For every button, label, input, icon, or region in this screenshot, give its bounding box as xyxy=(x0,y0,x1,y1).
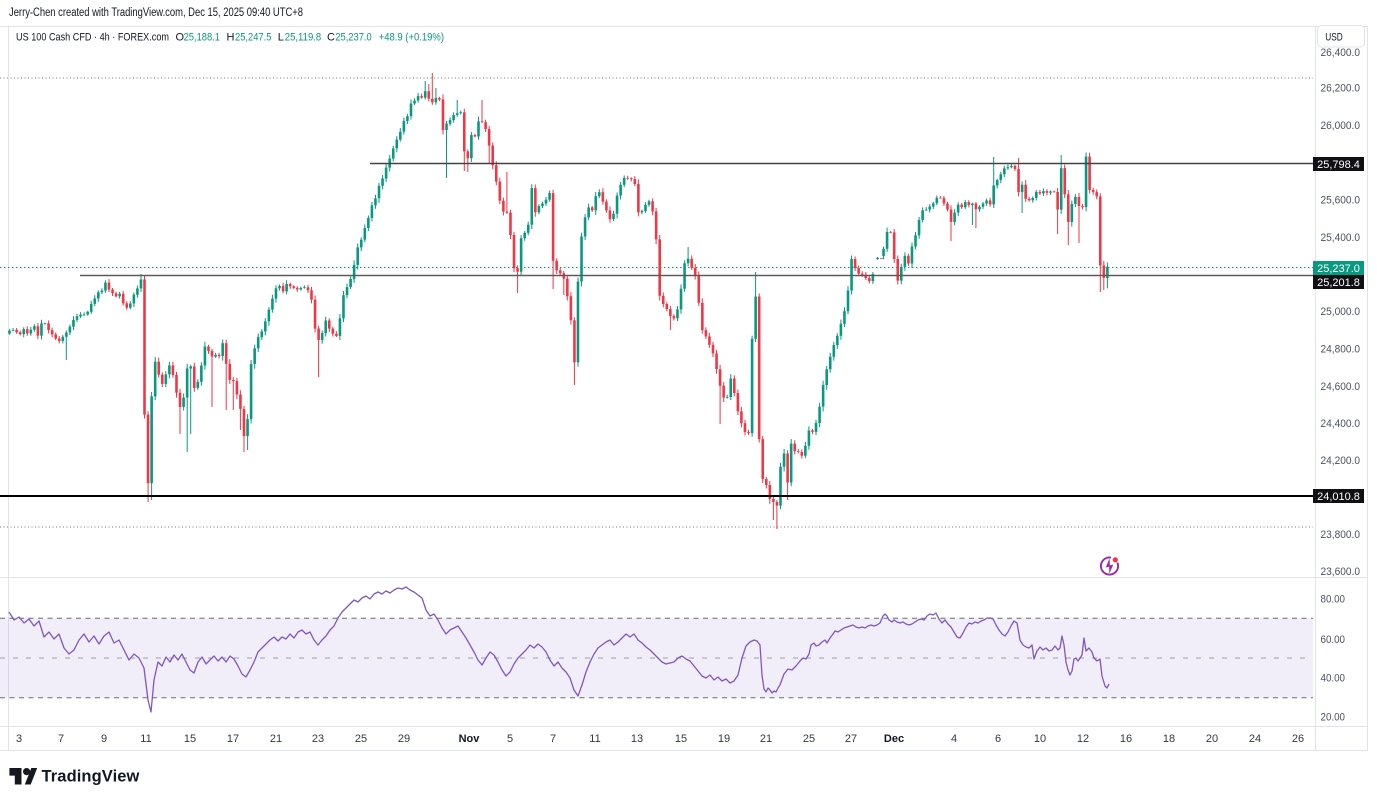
svg-text:13: 13 xyxy=(631,733,643,745)
svg-text:USD: USD xyxy=(1325,32,1343,44)
svg-text:17: 17 xyxy=(227,733,239,745)
svg-text:Dec: Dec xyxy=(884,733,904,745)
svg-text:26: 26 xyxy=(1292,733,1304,745)
svg-text:11: 11 xyxy=(589,733,600,745)
svg-text:27: 27 xyxy=(845,733,857,745)
svg-text:23: 23 xyxy=(312,733,324,745)
svg-text:25: 25 xyxy=(803,733,815,745)
svg-text:15: 15 xyxy=(675,733,687,745)
svg-text:25,237.0: 25,237.0 xyxy=(1317,263,1360,275)
svg-text:25,600.0: 25,600.0 xyxy=(1321,195,1361,207)
svg-text:Jerry-Chen created with Tradin: Jerry-Chen created with TradingView.com,… xyxy=(9,7,303,19)
svg-text:20: 20 xyxy=(1206,733,1218,745)
svg-text:23,800.0: 23,800.0 xyxy=(1321,529,1361,541)
svg-text:3: 3 xyxy=(16,733,22,745)
svg-text:29: 29 xyxy=(398,733,410,745)
svg-text:7: 7 xyxy=(550,733,556,745)
svg-text:40.00: 40.00 xyxy=(1321,672,1346,684)
svg-text:9: 9 xyxy=(101,733,107,745)
svg-text:5: 5 xyxy=(507,733,513,745)
svg-text:24,600.0: 24,600.0 xyxy=(1321,381,1361,393)
svg-text:21: 21 xyxy=(270,733,282,745)
svg-text:TradingView: TradingView xyxy=(42,768,140,786)
svg-text:12: 12 xyxy=(1077,733,1089,745)
svg-text:24,400.0: 24,400.0 xyxy=(1321,418,1361,430)
svg-text:21: 21 xyxy=(760,733,772,745)
svg-text:20.00: 20.00 xyxy=(1321,712,1346,724)
svg-text:10: 10 xyxy=(1034,733,1046,745)
svg-text:7: 7 xyxy=(58,733,64,745)
svg-text:25,400.0: 25,400.0 xyxy=(1321,232,1361,244)
svg-text:25,000.0: 25,000.0 xyxy=(1321,306,1361,318)
svg-text:24: 24 xyxy=(1249,733,1261,745)
svg-text:26,000.0: 26,000.0 xyxy=(1321,120,1361,132)
svg-text:24,010.8: 24,010.8 xyxy=(1317,491,1360,503)
svg-text:15: 15 xyxy=(184,733,196,745)
svg-text:26,200.0: 26,200.0 xyxy=(1321,83,1361,95)
svg-text:11: 11 xyxy=(140,733,151,745)
svg-text:US 100 Cash CFD · 4h · FOREX.c: US 100 Cash CFD · 4h · FOREX.com O25,188.… xyxy=(16,32,444,44)
svg-text:16: 16 xyxy=(1120,733,1132,745)
svg-text:80.00: 80.00 xyxy=(1321,594,1346,606)
svg-text:26,400.0: 26,400.0 xyxy=(1321,47,1361,59)
svg-text:Nov: Nov xyxy=(459,733,481,745)
svg-text:6: 6 xyxy=(995,733,1001,745)
svg-text:18: 18 xyxy=(1163,733,1175,745)
svg-text:24,200.0: 24,200.0 xyxy=(1321,455,1361,467)
svg-text:23,600.0: 23,600.0 xyxy=(1321,566,1361,578)
svg-text:4: 4 xyxy=(951,733,957,745)
svg-text:19: 19 xyxy=(718,733,730,745)
svg-text:25: 25 xyxy=(355,733,367,745)
svg-text:24,800.0: 24,800.0 xyxy=(1321,344,1361,356)
svg-text:25,798.4: 25,798.4 xyxy=(1317,159,1360,171)
svg-text:25,201.8: 25,201.8 xyxy=(1317,277,1360,289)
svg-text:60.00: 60.00 xyxy=(1321,634,1346,646)
